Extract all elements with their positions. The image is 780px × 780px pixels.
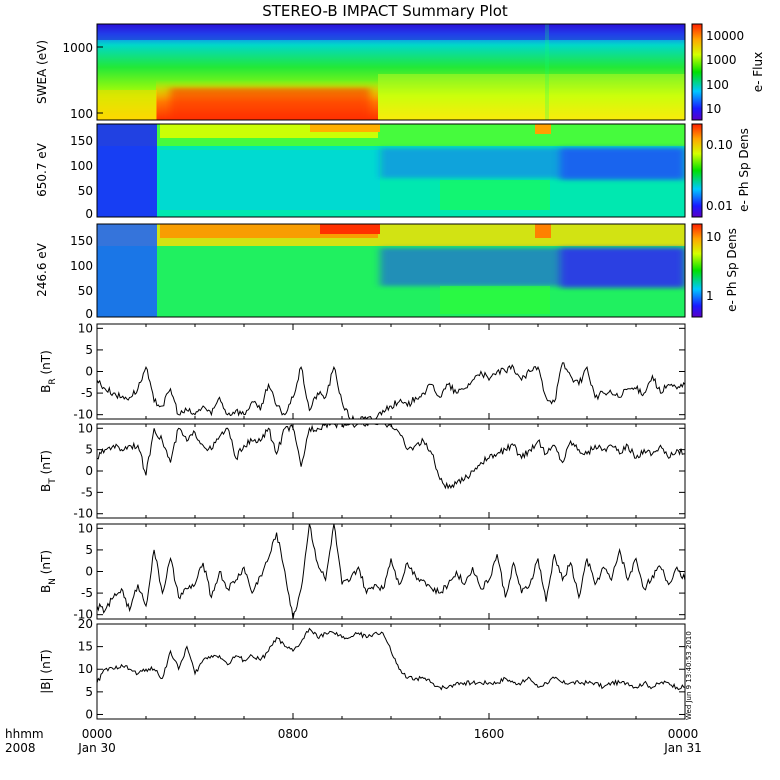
cb3-label: e- Ph Sp Dens	[725, 228, 739, 312]
y-tick-label: 5	[85, 543, 93, 557]
cb1-tick-10000: 10000	[706, 29, 744, 43]
series-line-b	[97, 627, 685, 691]
pad650-ytick-50: 50	[78, 184, 93, 198]
y-tick-label: 10	[78, 421, 93, 435]
swea-ytick-100: 100	[70, 107, 93, 121]
x-date-start: Jan 30	[77, 741, 116, 755]
y-tick-label: 0	[85, 464, 93, 478]
plot-timestamp: Wed Jun 9 13:40:53 2010	[685, 631, 693, 720]
y-axis-label: BN (nT)	[39, 550, 58, 593]
colorbar-pad246: 10 1 e- Ph Sp Dens	[691, 223, 739, 318]
y-tick-label: 0	[85, 565, 93, 579]
pad-246-panel: 246.6 eV 150 100 50 0	[35, 223, 686, 321]
series-line-bt	[97, 424, 685, 490]
pad650-ytick-100: 100	[70, 159, 93, 173]
colorbar-pad650: 0.10 0.01 e- Ph Sp Dens	[691, 123, 751, 218]
swea-ylabel: SWEA (eV)	[35, 40, 49, 104]
swea-ytick-1000: 1000	[62, 41, 93, 55]
pad246-ylabel: 246.6 eV	[35, 242, 49, 297]
y-tick-label: 10	[78, 662, 93, 676]
x-tick-0000: 0000	[82, 727, 113, 741]
x-axis-labels: hhmm 2008 0000 0800 1600 0000 Jan 30 Jan…	[5, 727, 702, 755]
y-tick-label: -5	[81, 586, 93, 600]
y-tick-label: -10	[73, 608, 93, 622]
cb2-tick-0.01: 0.01	[706, 199, 733, 213]
pad246-ytick-0: 0	[85, 307, 93, 321]
panel-br: -10 -5 0 5 10 BR (nT)	[39, 321, 686, 422]
x-row1-label: hhmm	[5, 727, 44, 741]
y-tick-label: 5	[85, 343, 93, 357]
x-tick-end: 0000	[668, 727, 699, 741]
y-axis-label: BR (nT)	[39, 350, 58, 393]
y-tick-label: -5	[81, 386, 93, 400]
pad246-ytick-150: 150	[70, 234, 93, 248]
panel-frame	[96, 323, 686, 420]
cb2-tick-0.10: 0.10	[706, 138, 733, 152]
y-tick-label: 15	[78, 640, 93, 654]
x-row2-label: 2008	[5, 741, 36, 755]
pad246-ytick-100: 100	[70, 259, 93, 273]
panel-frame	[96, 623, 686, 720]
panel-frame	[96, 523, 686, 620]
y-tick-label: -10	[73, 507, 93, 521]
y-tick-label: 5	[85, 685, 93, 699]
x-tick-0800: 0800	[278, 727, 309, 741]
series-line-bn	[97, 524, 685, 619]
cb3-tick-10: 10	[706, 230, 721, 244]
cb1-label: e- Flux	[751, 52, 765, 92]
y-tick-label: 0	[85, 707, 93, 721]
colorbar-swea: 10000 1000 100 10 e- Flux	[691, 23, 765, 121]
y-tick-label: -10	[73, 408, 93, 422]
panel-bn: -10 -5 0 5 10 BN (nT)	[39, 521, 686, 622]
y-tick-label: 20	[78, 617, 93, 631]
y-axis-label: |B| (nT)	[39, 649, 53, 693]
y-tick-label: 5	[85, 443, 93, 457]
cb1-tick-1000: 1000	[706, 53, 737, 67]
pad246-ytick-50: 50	[78, 284, 93, 298]
pad650-ytick-150: 150	[70, 134, 93, 148]
y-axis-label: BT (nT)	[39, 450, 58, 492]
x-tick-1600: 1600	[474, 727, 505, 741]
swea-spectrogram-panel: SWEA (eV) 1000 100	[35, 23, 686, 121]
y-tick-label: -5	[81, 485, 93, 499]
panel-b: 0 5 10 15 20 |B| (nT)	[39, 617, 686, 721]
pad-650-panel: 650.7 eV 150 100 50 0	[35, 123, 686, 221]
series-line-br	[97, 362, 685, 419]
pad650-ytick-0: 0	[85, 207, 93, 221]
panel-bt: -10 -5 0 5 10 BT (nT)	[39, 421, 686, 521]
pad650-ylabel: 650.7 eV	[35, 142, 49, 197]
cb2-label: e- Ph Sp Dens	[737, 128, 751, 212]
line-panels: -10 -5 0 5 10 BR (nT) -10 -5 0 5 10 BT (nT) -10 -5 0 5 1…	[39, 321, 686, 721]
y-tick-label: 0	[85, 365, 93, 379]
y-tick-label: 10	[78, 321, 93, 335]
x-date-end: Jan 31	[663, 741, 702, 755]
cb1-tick-10: 10	[706, 102, 721, 116]
y-tick-label: 10	[78, 521, 93, 535]
cb3-tick-1: 1	[706, 289, 714, 303]
cb1-tick-100: 100	[706, 78, 729, 92]
figure-title: STEREO-B IMPACT Summary Plot	[262, 2, 508, 20]
panel-frame	[96, 423, 686, 519]
